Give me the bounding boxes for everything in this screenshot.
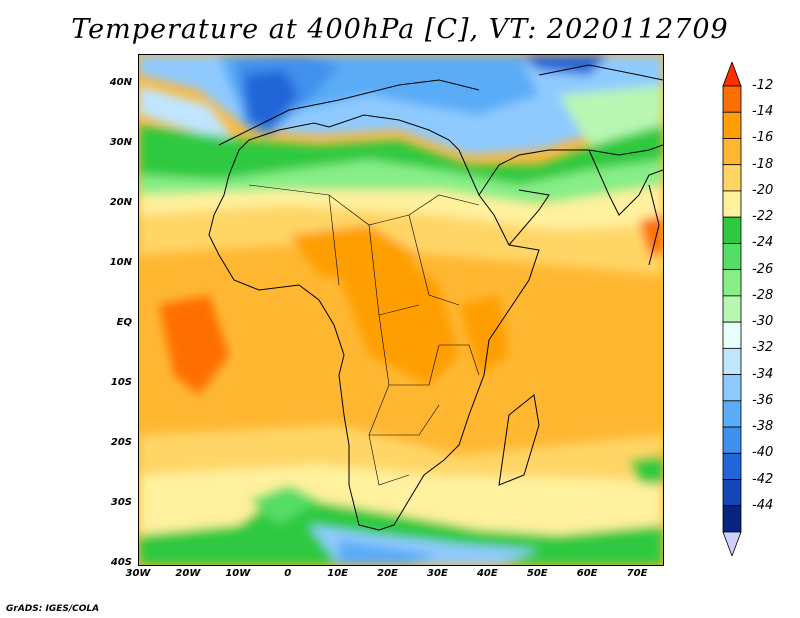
lat-tick-label: 40N [109, 77, 132, 88]
colorbar-segment [722, 85, 742, 113]
colorbar-tick-label: -36 [752, 392, 774, 408]
lat-tick-label: EQ [116, 317, 132, 328]
colorbar-tick-label: -42 [752, 471, 774, 487]
colorbar-segment [722, 426, 742, 454]
lat-tick-label: 10S [110, 377, 132, 388]
colorbar-tick-label: -40 [752, 445, 774, 461]
colorbar-segment [722, 374, 742, 402]
colorbar-tick-label: -22 [752, 209, 774, 225]
colorbar-bottom-triangle [722, 531, 742, 556]
lon-tick-label: 60E [576, 568, 598, 579]
country-borders [248, 184, 480, 486]
lon-tick-label: 70E [626, 568, 648, 579]
colorbar-segment [722, 164, 742, 192]
lon-tick-label: 20W [175, 568, 201, 579]
colorbar-segment [722, 505, 742, 533]
temperature-field [139, 55, 663, 565]
colorbar-tick-label: -38 [752, 419, 774, 435]
lat-tick-label: 30N [109, 137, 132, 148]
colorbar-tick-label: -34 [752, 366, 774, 382]
lat-tick-label: 40S [110, 557, 132, 568]
colorbar [722, 62, 742, 556]
colorbar-tick-label: -12 [752, 78, 774, 93]
colorbar-tick-label: -24 [752, 235, 774, 251]
colorbar-tick-label: -44 [752, 497, 774, 513]
lon-tick-label: 10W [225, 568, 251, 579]
lat-tick-label: 20S [110, 437, 132, 448]
lon-tick-label: 50E [526, 568, 548, 579]
map-canvas [139, 55, 663, 565]
colorbar-top-triangle [722, 62, 742, 87]
lon-tick-label: 40E [476, 568, 498, 579]
colorbar-tick-label: -14 [752, 104, 774, 120]
colorbar-segment [722, 321, 742, 349]
colorbar-tick-label: -26 [752, 261, 774, 277]
temperature-map [138, 54, 664, 566]
lon-tick-label: 10E [327, 568, 348, 579]
lon-tick-label: 20E [377, 568, 398, 579]
lon-tick-label: 0 [284, 568, 292, 579]
colorbar-tick-label: -20 [752, 182, 774, 198]
colorbar-tick-label: -32 [752, 340, 774, 356]
colorbar-segment [722, 347, 742, 375]
colorbar-segment [722, 479, 742, 507]
colorbar-segment [722, 269, 742, 297]
credit-text: GrADS: IGES/COLA [6, 604, 100, 614]
colorbar-tick-label: -18 [752, 156, 774, 172]
colorbar-segment [722, 243, 742, 271]
lon-tick-label: 30E [427, 568, 448, 579]
colorbar-tick-label: -16 [752, 130, 774, 146]
colorbar-tick-label: -30 [752, 314, 774, 330]
colorbar-segment [722, 190, 742, 218]
lon-tick-label: 30W [125, 568, 151, 579]
colorbar-segment [722, 295, 742, 323]
colorbar-segment [722, 452, 742, 480]
lat-tick-label: 30S [110, 497, 132, 508]
map-title: Temperature at 400hPa [C], VT: 202011270… [71, 14, 729, 45]
lat-tick-label: 20N [109, 197, 132, 208]
colorbar-tick-label: -28 [752, 287, 774, 303]
coastlines [208, 64, 663, 531]
colorbar-segment [722, 216, 742, 244]
lat-tick-label: 10N [109, 257, 132, 268]
colorbar-segment [722, 138, 742, 166]
colorbar-segment [722, 111, 742, 139]
colorbar-segment [722, 400, 742, 428]
